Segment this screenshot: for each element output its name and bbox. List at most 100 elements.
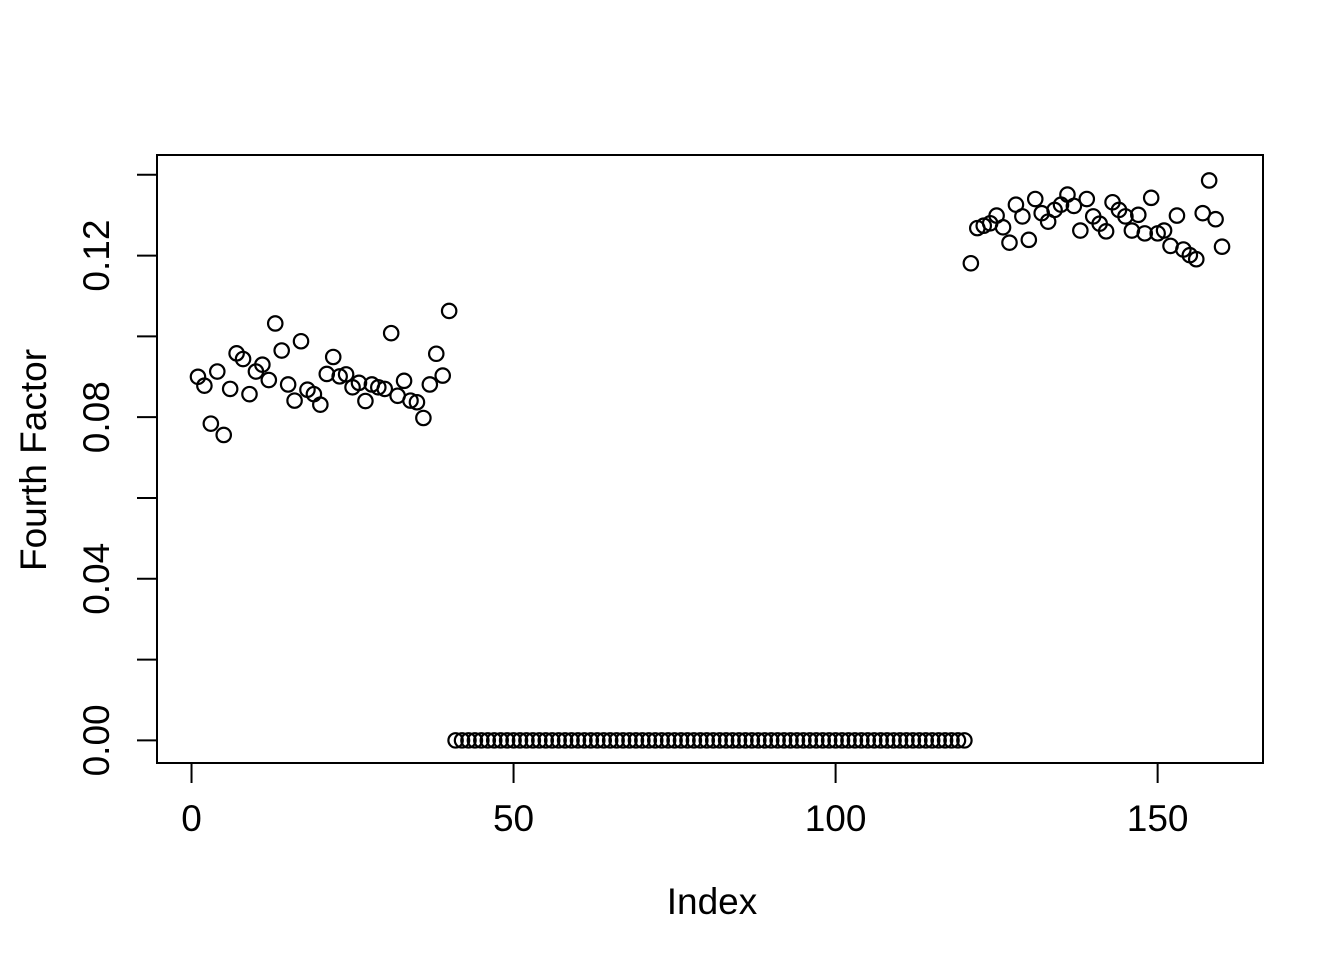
y-tick-label: 0.04: [76, 543, 117, 615]
data-point: [569, 732, 587, 749]
x-tick-label: 50: [493, 798, 534, 839]
data-point: [659, 732, 677, 749]
data-point: [853, 732, 870, 749]
data-point: [634, 732, 651, 749]
data-point: [743, 732, 761, 749]
x-tick-label: 100: [805, 798, 867, 839]
data-point: [421, 376, 439, 393]
data-point: [601, 732, 619, 749]
data-point: [762, 732, 780, 749]
data-point: [814, 732, 832, 749]
data-point: [911, 732, 928, 749]
data-point: [279, 376, 297, 393]
data-point: [395, 372, 413, 390]
data-point: [563, 732, 580, 749]
data-point: [1207, 210, 1224, 228]
x-tick-label: 150: [1127, 798, 1189, 839]
data-point: [543, 732, 561, 749]
data-point: [1194, 204, 1212, 222]
data-point: [1014, 208, 1031, 225]
data-point: [511, 732, 529, 749]
data-point: [775, 732, 793, 749]
data-point: [949, 732, 967, 749]
data-point: [672, 732, 690, 749]
data-point: [1142, 189, 1160, 207]
data-point: [221, 380, 239, 398]
x-axis-title: Index: [667, 881, 758, 922]
data-point: [234, 350, 252, 368]
data-point: [769, 732, 786, 749]
data-point: [724, 732, 741, 749]
data-point: [1020, 231, 1038, 249]
y-axis: 0.00 0.04 0.08 0.12: [76, 173, 157, 776]
data-point: [994, 219, 1012, 236]
data-point: [956, 732, 973, 749]
data-point: [524, 732, 542, 749]
data-point: [453, 732, 471, 749]
data-point: [936, 732, 954, 749]
data-point: [1026, 190, 1044, 208]
data-point: [872, 732, 889, 749]
data-point: [1078, 190, 1096, 208]
data-point: [370, 378, 387, 396]
data-point: [408, 393, 426, 411]
data-point: [898, 732, 915, 749]
y-tick-label: 0.00: [76, 704, 117, 776]
data-point: [801, 732, 819, 749]
data-point: [795, 732, 812, 749]
data-point: [782, 732, 799, 749]
data-point: [1065, 197, 1083, 215]
data-point: [859, 732, 877, 749]
data-point: [640, 732, 658, 749]
data-point: [878, 732, 896, 749]
data-point: [531, 732, 548, 749]
data-point: [1155, 222, 1173, 239]
data-point: [208, 363, 226, 380]
data-point: [1200, 172, 1218, 189]
data-point: [737, 732, 754, 749]
data-point: [788, 732, 806, 749]
data-point: [202, 415, 220, 432]
data-point: [241, 385, 258, 403]
data-point: [357, 392, 374, 410]
data-point: [1097, 223, 1115, 240]
data-point: [473, 732, 490, 749]
data-point: [717, 732, 735, 749]
data-point: [286, 392, 303, 409]
data-point: [254, 356, 271, 373]
data-point: [646, 732, 664, 749]
data-point: [498, 732, 516, 749]
data-point: [962, 254, 980, 272]
data-point: [840, 732, 857, 749]
data-point: [704, 732, 722, 749]
data-point: [382, 324, 400, 342]
data-point: [479, 732, 497, 749]
data-point: [621, 732, 638, 749]
y-tick-label: 0.08: [76, 381, 117, 453]
data-point: [827, 732, 844, 749]
data-point: [679, 732, 696, 749]
data-point: [685, 732, 703, 749]
data-point: [930, 732, 947, 749]
data-point: [666, 732, 683, 749]
data-point: [627, 732, 645, 749]
data-point: [1117, 208, 1134, 225]
data-point: [337, 366, 355, 383]
data-point: [917, 732, 935, 749]
data-point: [891, 732, 909, 749]
data-point: [576, 732, 593, 749]
data-point: [1001, 234, 1018, 251]
data-point: [440, 302, 458, 320]
data-point: [943, 732, 960, 749]
data-point: [292, 332, 310, 350]
data-point: [376, 380, 394, 398]
data-point: [505, 732, 522, 749]
data-point: [1130, 206, 1147, 224]
data-point: [402, 392, 419, 409]
data-point: [273, 342, 290, 359]
data-point: [1072, 222, 1089, 239]
data-point: [266, 315, 284, 332]
data-point: [692, 732, 709, 749]
